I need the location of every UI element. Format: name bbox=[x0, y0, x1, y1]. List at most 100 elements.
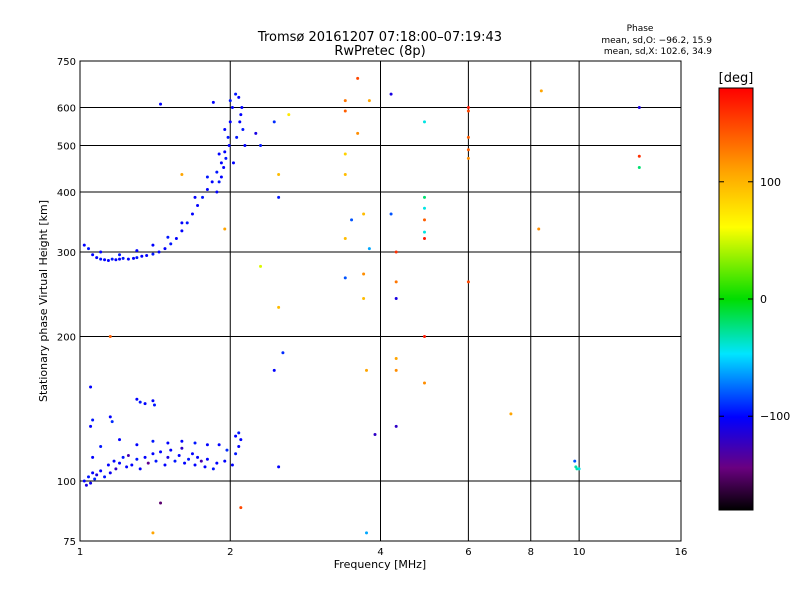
data-point bbox=[215, 170, 219, 174]
data-point bbox=[190, 452, 194, 456]
data-point bbox=[118, 438, 122, 442]
phase-info-line2: mean, sd,X: 102.6, 34.9 bbox=[604, 47, 712, 57]
data-point bbox=[217, 443, 221, 447]
x-tick-label: 10 bbox=[573, 547, 586, 558]
data-point bbox=[143, 402, 147, 406]
data-point bbox=[135, 457, 139, 461]
data-point bbox=[185, 221, 189, 225]
colorbar-tick-label: 0 bbox=[760, 293, 767, 306]
data-point bbox=[281, 351, 285, 355]
x-tick-label: 2 bbox=[227, 547, 233, 558]
data-point bbox=[151, 531, 155, 535]
data-point bbox=[159, 450, 163, 454]
data-point bbox=[537, 227, 541, 231]
data-point bbox=[219, 175, 223, 179]
data-point bbox=[121, 455, 125, 459]
data-point bbox=[201, 195, 205, 199]
data-point bbox=[180, 221, 184, 225]
data-point bbox=[166, 455, 170, 459]
data-point bbox=[108, 335, 112, 339]
data-point bbox=[151, 243, 155, 247]
data-point bbox=[239, 113, 243, 117]
y-tick-label: 100 bbox=[57, 477, 76, 488]
data-point bbox=[422, 335, 426, 339]
y-tick-label: 200 bbox=[57, 333, 76, 344]
data-point bbox=[193, 441, 197, 445]
data-point bbox=[422, 206, 426, 210]
data-point bbox=[84, 483, 88, 487]
data-point bbox=[108, 415, 112, 419]
data-point bbox=[205, 457, 209, 461]
y-tick-label: 600 bbox=[57, 104, 76, 115]
colorbar-ticks: 100 0 −100 bbox=[719, 176, 790, 423]
data-point bbox=[239, 506, 243, 510]
data-point bbox=[103, 258, 107, 262]
data-point bbox=[180, 439, 184, 443]
data-point bbox=[187, 457, 191, 461]
data-point bbox=[422, 237, 426, 241]
data-point bbox=[362, 297, 366, 301]
data-point bbox=[163, 463, 167, 467]
data-point bbox=[103, 475, 107, 479]
data-point bbox=[227, 144, 231, 148]
data-point bbox=[196, 203, 200, 207]
data-point bbox=[157, 250, 161, 254]
axis-ticks: 1 2 4 6 8 10 16 75 100 200 300 400 500 600 750 bbox=[57, 57, 687, 558]
data-point bbox=[243, 144, 247, 148]
data-point bbox=[394, 250, 398, 254]
data-point bbox=[365, 368, 369, 372]
y-tick-label: 300 bbox=[57, 248, 76, 259]
data-point bbox=[234, 452, 238, 456]
data-point bbox=[132, 256, 136, 260]
data-point bbox=[112, 459, 116, 463]
data-point bbox=[135, 256, 139, 260]
data-point bbox=[91, 253, 95, 257]
data-point bbox=[254, 131, 258, 135]
data-point bbox=[389, 212, 393, 216]
data-point bbox=[466, 109, 470, 113]
data-point bbox=[287, 113, 291, 117]
data-point bbox=[87, 475, 91, 479]
data-point bbox=[394, 368, 398, 372]
data-point bbox=[151, 252, 155, 256]
data-point bbox=[106, 463, 110, 467]
data-point bbox=[259, 264, 263, 268]
data-point bbox=[190, 212, 194, 216]
data-point bbox=[152, 403, 156, 407]
data-point bbox=[99, 257, 103, 261]
data-point bbox=[234, 434, 238, 438]
data-point bbox=[239, 438, 243, 442]
data-point bbox=[228, 99, 232, 103]
data-point bbox=[99, 445, 103, 449]
data-point bbox=[223, 459, 227, 463]
data-point bbox=[99, 250, 103, 254]
data-point bbox=[138, 467, 142, 471]
data-point bbox=[231, 161, 235, 165]
x-tick-label: 16 bbox=[675, 547, 688, 558]
data-point bbox=[362, 212, 366, 216]
data-point bbox=[151, 452, 155, 456]
data-point bbox=[118, 461, 122, 465]
data-point bbox=[93, 477, 97, 481]
data-point bbox=[422, 381, 426, 385]
data-point bbox=[91, 455, 95, 459]
data-point bbox=[199, 459, 203, 463]
data-point bbox=[166, 235, 170, 239]
data-point bbox=[466, 106, 470, 110]
grid-lines bbox=[80, 61, 681, 541]
data-point bbox=[394, 297, 398, 301]
data-point bbox=[180, 446, 184, 450]
data-point bbox=[237, 431, 241, 435]
data-point bbox=[343, 99, 347, 103]
data-point bbox=[222, 165, 226, 169]
data-point bbox=[240, 106, 244, 110]
data-point bbox=[91, 418, 95, 422]
data-point bbox=[224, 156, 228, 160]
data-point bbox=[225, 448, 229, 452]
data-point bbox=[466, 156, 470, 160]
data-point bbox=[343, 109, 347, 113]
data-point bbox=[159, 501, 163, 505]
x-tick-label: 6 bbox=[465, 547, 471, 558]
y-tick-label: 75 bbox=[63, 537, 76, 548]
